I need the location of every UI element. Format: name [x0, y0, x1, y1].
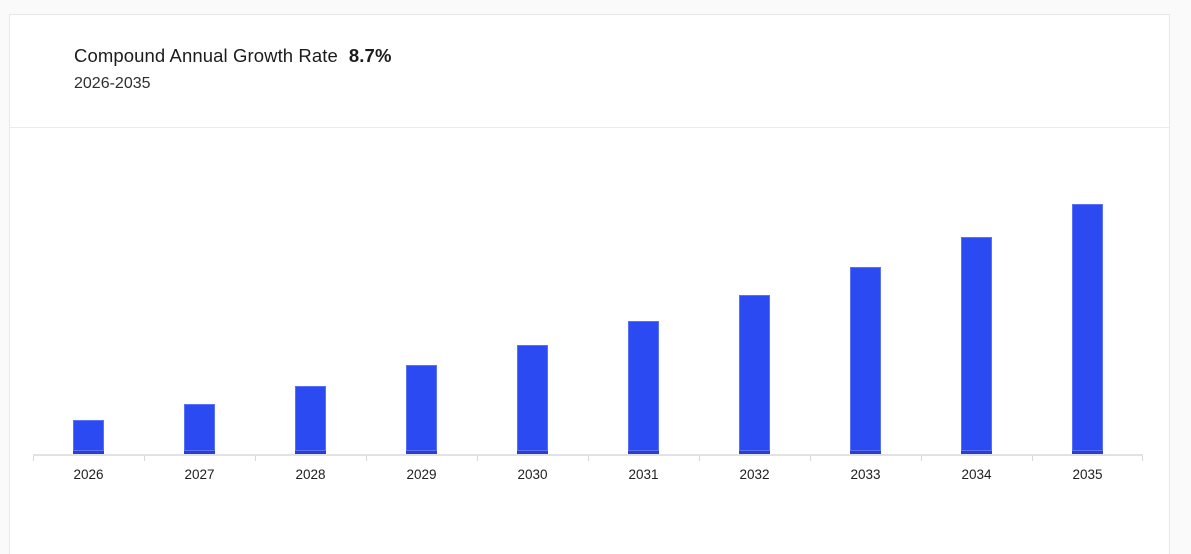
axis-tick	[699, 456, 700, 461]
axis-tick	[921, 456, 922, 461]
bar-slot	[588, 321, 699, 454]
bar-slot	[255, 386, 366, 454]
bar-2030[interactable]	[517, 345, 548, 454]
axis-tick	[144, 456, 145, 461]
x-axis-labels: 2026 2027 2028 2029 2030 2031 2032 2033 2034 2035	[33, 467, 1143, 482]
bar-slot	[810, 267, 921, 454]
x-axis-label-2034: 2034	[961, 467, 992, 482]
x-axis-label-2031: 2031	[628, 467, 659, 482]
bar-slot	[921, 237, 1032, 454]
x-axis-label-2035: 2035	[1072, 467, 1103, 482]
axis-tick	[366, 456, 367, 461]
bar-slot	[699, 295, 810, 454]
bar-slot	[477, 345, 588, 454]
x-axis-label-2033: 2033	[850, 467, 881, 482]
x-axis-label-2030: 2030	[517, 467, 548, 482]
x-axis-label-2028: 2028	[295, 467, 326, 482]
x-axis-label-2027: 2027	[184, 467, 215, 482]
plot-area	[33, 128, 1143, 461]
bar-slot	[144, 404, 255, 454]
title-line: Compound Annual Growth Rate 8.7%	[74, 44, 1169, 68]
bar-2032[interactable]	[739, 295, 770, 454]
x-axis-label-2029: 2029	[406, 467, 437, 482]
chart-header: Compound Annual Growth Rate 8.7% 2026-203…	[10, 15, 1169, 128]
axis-tick	[810, 456, 811, 461]
axis-tick	[588, 456, 589, 461]
axis-tick	[1142, 456, 1143, 461]
bar-2031[interactable]	[628, 321, 659, 454]
axis-tick	[477, 456, 478, 461]
cagr-value: 8.7%	[348, 45, 392, 66]
bar-2028[interactable]	[295, 386, 326, 454]
bar-2026[interactable]	[73, 420, 104, 454]
bar-2035[interactable]	[1072, 204, 1103, 454]
bar-slot	[366, 365, 477, 454]
x-axis-label-2032: 2032	[739, 467, 770, 482]
chart-title: Compound Annual Growth Rate	[74, 45, 338, 66]
bar-slot	[1032, 204, 1143, 454]
bar-slot	[33, 420, 144, 454]
chart-subtitle: 2026-2035	[74, 75, 151, 92]
x-axis-label-2026: 2026	[73, 467, 104, 482]
axis-tick	[1032, 456, 1033, 461]
chart-card: Compound Annual Growth Rate 8.7% 2026-203…	[9, 14, 1170, 554]
bar-2027[interactable]	[184, 404, 215, 454]
axis-tick	[33, 456, 34, 461]
bar-chart: 2026 2027 2028 2029 2030 2031 2032 2033 2034 2035	[33, 128, 1143, 482]
bar-2034[interactable]	[961, 237, 992, 454]
axis-tick	[255, 456, 256, 461]
bar-2029[interactable]	[406, 365, 437, 454]
bar-2033[interactable]	[850, 267, 881, 454]
